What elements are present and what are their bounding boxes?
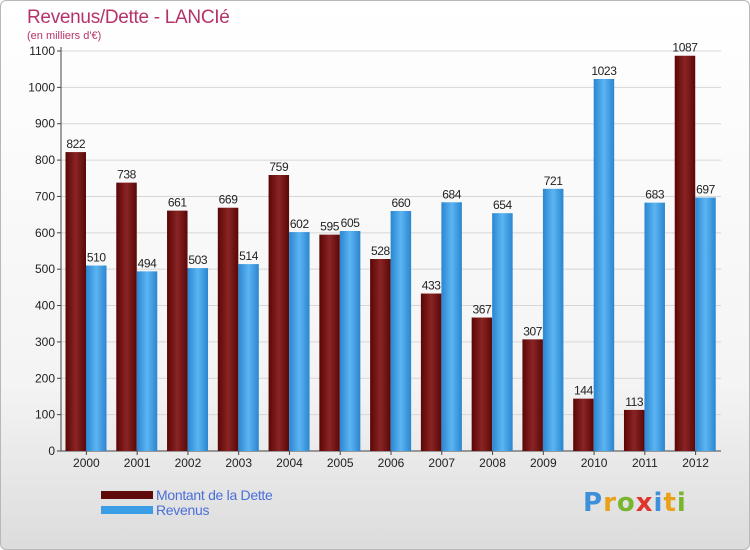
bar-revenus (644, 202, 665, 451)
data-label-revenus: 1023 (591, 64, 617, 78)
legend-label-revenus: Revenus (156, 501, 210, 518)
data-label-revenus: 494 (138, 256, 158, 270)
bar-dette (471, 317, 493, 451)
x-tick-label: 2011 (632, 456, 658, 470)
bar-revenus (86, 265, 107, 451)
x-tick-label: 2008 (479, 456, 506, 470)
data-label-dette: 738 (117, 168, 137, 182)
data-label-dette: 307 (523, 324, 543, 338)
bar-dette (65, 152, 86, 451)
bar-dette (116, 182, 137, 452)
y-tick-label: 500 (35, 262, 55, 276)
bar-dette (167, 210, 188, 451)
data-label-revenus: 697 (696, 183, 716, 197)
bar-revenus (390, 211, 412, 451)
data-label-dette: 113 (625, 395, 644, 409)
bar-layer (65, 55, 716, 452)
data-label-dette: 433 (422, 279, 442, 293)
data-label-dette: 669 (219, 193, 239, 207)
x-tick-label: 2001 (124, 456, 151, 470)
y-tick-label: 400 (35, 299, 55, 313)
y-tick-label: 1000 (28, 80, 55, 94)
bar-revenus (441, 202, 462, 451)
data-label-revenus: 660 (391, 196, 411, 210)
bar-revenus (593, 79, 615, 451)
x-tick-label: 2000 (73, 456, 100, 470)
data-label-revenus: 654 (493, 198, 513, 212)
bar-dette (319, 234, 340, 451)
legend-item-revenus: Revenus (101, 501, 273, 518)
label-layer: 822 510 738 494 661 503 669 514 759 602 595 605 528 6… (66, 41, 716, 409)
x-tick-label: 2003 (225, 456, 252, 470)
y-tick-label: 700 (35, 189, 55, 203)
chart-subtitle: (en milliers d'€) (27, 30, 102, 42)
bar-dette (217, 207, 239, 451)
logo-letter: i (676, 488, 687, 518)
bar-dette (674, 55, 696, 452)
x-tick-label: 2009 (530, 456, 557, 470)
bar-revenus (187, 268, 209, 451)
data-label-revenus: 683 (645, 188, 665, 202)
bar-dette (522, 339, 543, 451)
data-label-dette: 661 (168, 196, 188, 210)
bar-revenus (492, 213, 513, 451)
data-label-revenus: 684 (442, 187, 462, 201)
data-label-dette: 595 (320, 220, 340, 234)
bar-dette (420, 293, 442, 451)
axis-layer: 0 100 200 300 400 500 600 700 800 900 1000 1100 2000… (28, 44, 721, 470)
x-tick-label: 2004 (276, 456, 303, 470)
bar-revenus (238, 264, 259, 451)
logo-letter: P (583, 488, 604, 518)
logo-letter: r (603, 488, 617, 518)
y-tick-label: 200 (35, 371, 55, 385)
legend-label-debt: Montant de la Dette (156, 486, 273, 503)
y-tick-label: 100 (35, 408, 55, 422)
x-tick-label: 2010 (581, 456, 608, 470)
data-label-dette: 144 (574, 384, 594, 398)
x-tick-label: 2002 (175, 456, 202, 470)
bar-revenus (695, 197, 716, 451)
y-tick-label: 0 (48, 444, 55, 458)
x-tick-label: 2005 (327, 456, 354, 470)
legend-item-debt: Montant de la Dette (101, 486, 273, 503)
chart-title: Revenus/Dette - LANCIé (27, 7, 230, 28)
bar-revenus (339, 231, 361, 451)
proxiti-logo: Proxiti (583, 488, 687, 518)
data-label-revenus: 721 (544, 174, 564, 188)
data-label-revenus: 602 (290, 217, 310, 231)
bar-revenus (136, 271, 158, 451)
data-label-dette: 822 (66, 137, 86, 151)
data-label-dette: 1087 (672, 41, 698, 55)
y-tick-label: 900 (35, 117, 55, 131)
data-label-revenus: 514 (239, 249, 259, 263)
x-tick-label: 2007 (428, 456, 455, 470)
bar-revenus (289, 232, 310, 451)
legend-swatch-debt (101, 490, 153, 499)
bar-dette (573, 398, 594, 451)
data-label-dette: 759 (269, 160, 289, 174)
data-label-revenus: 503 (188, 253, 208, 267)
y-tick-label: 300 (35, 335, 55, 349)
legend: Montant de la Dette Revenus (101, 486, 273, 518)
x-tick-label: 2006 (378, 456, 405, 470)
legend-swatch-revenus (101, 505, 153, 514)
y-tick-label: 1100 (29, 44, 55, 58)
x-tick-label: 2012 (682, 456, 709, 470)
data-label-dette: 367 (472, 303, 492, 317)
bar-dette (268, 175, 290, 451)
data-label-revenus: 510 (87, 251, 107, 265)
data-label-revenus: 605 (341, 216, 361, 230)
bar-dette (370, 259, 391, 451)
logo-letter: x (635, 488, 654, 518)
logo-letter: i (653, 488, 664, 518)
logo-letter: t (663, 488, 677, 518)
y-tick-label: 600 (35, 226, 55, 240)
bar-revenus (542, 188, 564, 451)
logo-letter: o (616, 488, 636, 518)
bar-dette (623, 409, 645, 451)
y-tick-label: 800 (35, 153, 55, 167)
data-label-dette: 528 (371, 244, 391, 258)
